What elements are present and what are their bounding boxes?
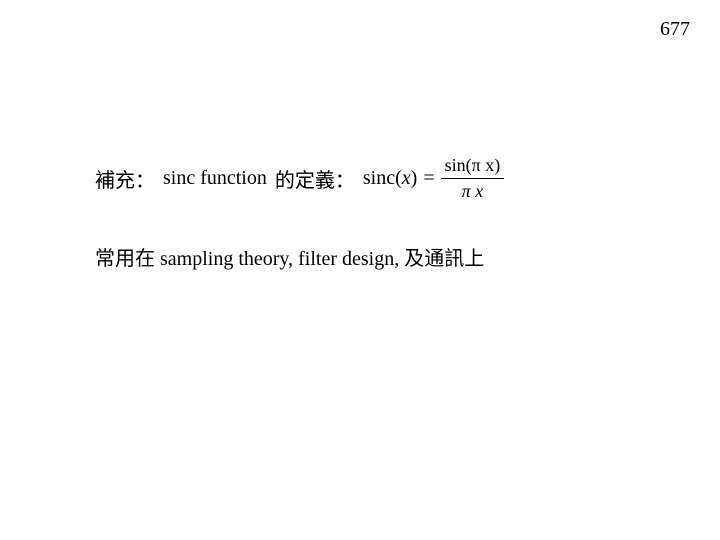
formula-lhs-close: ) [411, 167, 418, 190]
page-number: 677 [660, 18, 690, 41]
formula-lhs-var: x [402, 167, 411, 190]
formula-equals: = [423, 167, 434, 190]
frac-den-x: x [475, 181, 483, 201]
line1-mid: sinc function [163, 167, 267, 190]
sinc-formula: sinc(x) = sin(π x) π x [363, 155, 504, 202]
line1-suffix: 的定義： [275, 164, 355, 193]
line1-prefix: 補充： [95, 164, 155, 193]
frac-den-pi: π [462, 181, 471, 201]
line-1: 補充： sinc function 的定義： sinc(x) = sin(π x… [95, 155, 504, 202]
formula-fraction: sin(π x) π x [441, 155, 505, 202]
line2-prefix: 常用在 [95, 248, 155, 270]
line2-suffix: 及通訊上 [404, 248, 484, 270]
line2-mid: sampling theory, filter design, [160, 248, 399, 270]
content-area: 補充： sinc function 的定義： sinc(x) = sin(π x… [95, 155, 504, 271]
fraction-numerator: sin(π x) [441, 155, 505, 179]
fraction-denominator: π x [458, 179, 488, 202]
line-2: 常用在 sampling theory, filter design, 及通訊上 [95, 242, 504, 271]
formula-lhs-func: sinc( [363, 167, 402, 190]
